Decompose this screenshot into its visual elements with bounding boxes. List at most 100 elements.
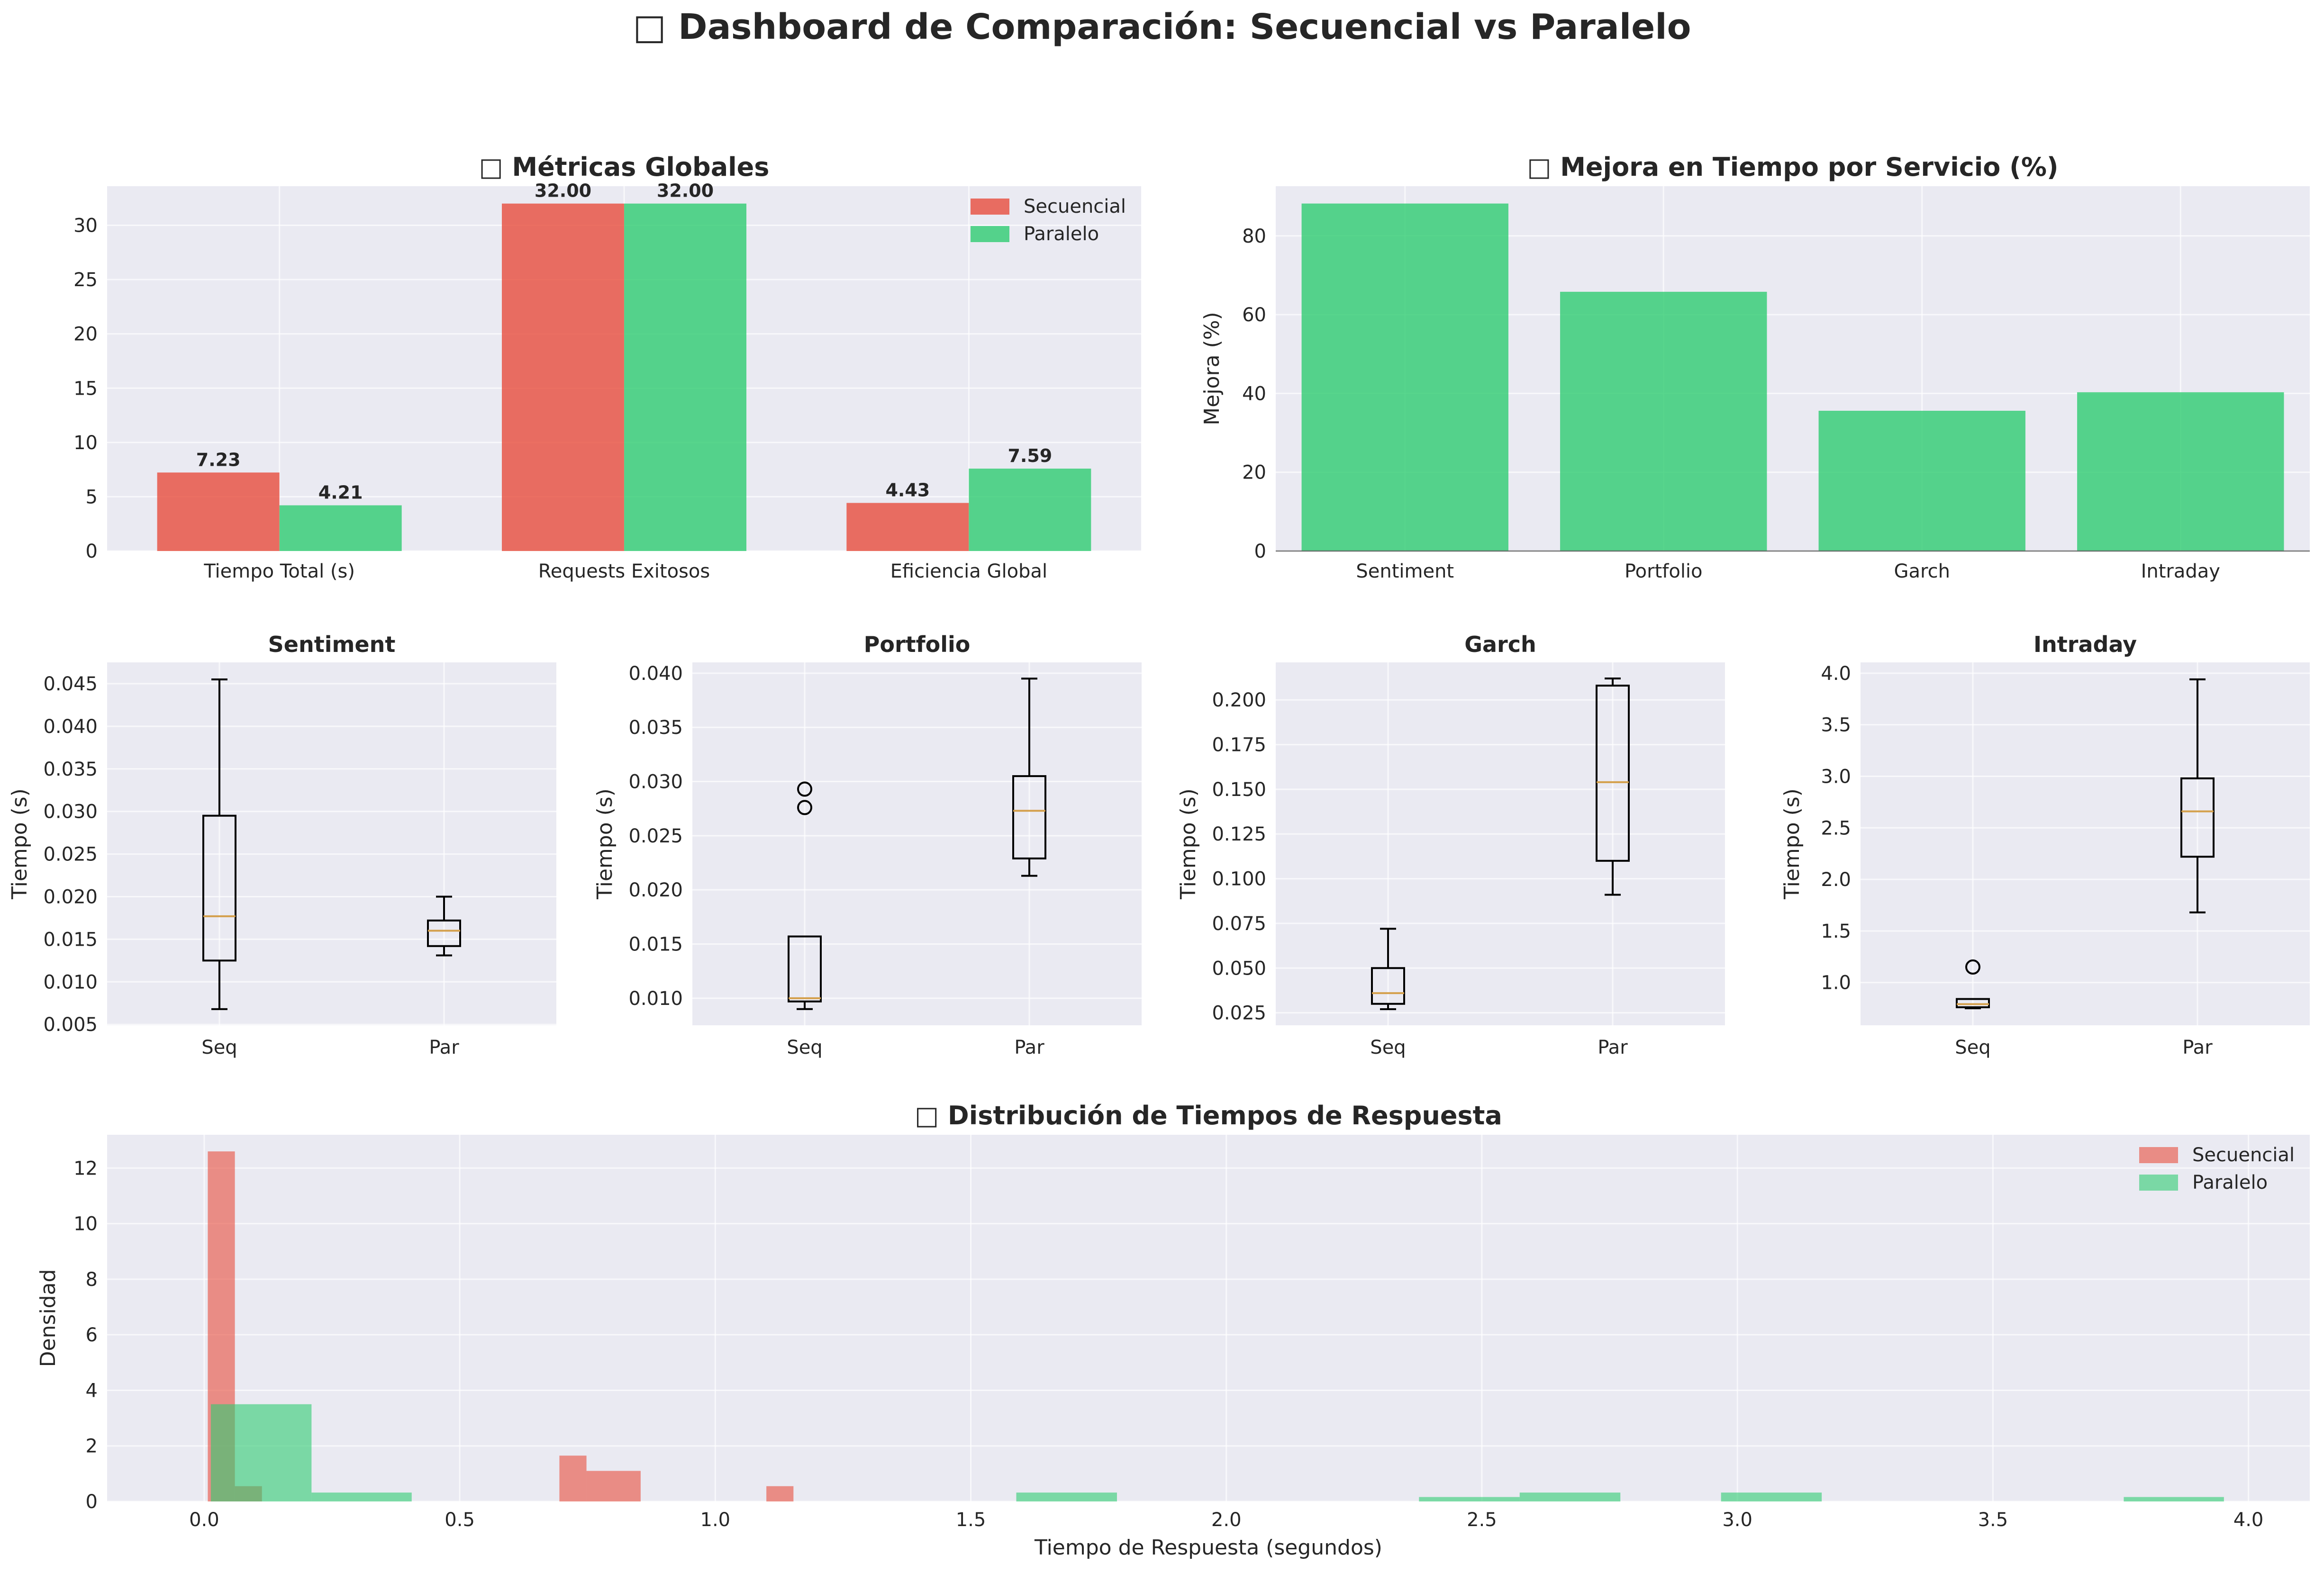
box-garch-panel: 0.025 0.050 0.075 0.100 0.125 0.150 0.175 0.200… (1176, 632, 1725, 1058)
box-sentiment-ytick-label: 0.025 (43, 844, 98, 866)
distribucion-ytick-label: 0 (86, 1491, 98, 1513)
distribucion-bin-secuencial (766, 1486, 794, 1501)
metricas-xtick-label: Eficiencia Global (890, 560, 1047, 582)
metricas-xtick-label: Tiempo Total (s) (203, 560, 355, 582)
page-title: □ Dashboard de Comparación: Secuencial v… (633, 7, 1691, 47)
box-intraday-box (1956, 998, 1990, 1008)
box-portfolio-panel: 0.010 0.015 0.020 0.025 0.030 0.035 0.040 Seq Pa… (593, 632, 1142, 1058)
box-garch-ytick-label: 0.150 (1212, 779, 1266, 801)
metricas-data-label: 4.43 (885, 479, 930, 500)
metricas-bar-secuencial (502, 203, 624, 551)
distribucion-legend-label: Paralelo (2192, 1172, 2268, 1193)
mejora-bar (1818, 410, 2025, 551)
box-portfolio-title: Portfolio (864, 632, 971, 657)
box-portfolio-outlier (797, 800, 812, 815)
box-sentiment-panel: 0.005 0.010 0.015 0.020 0.025 0.030 0.035 0.040… (8, 632, 556, 1058)
box-sentiment-ytick-label: 0.015 (43, 929, 98, 950)
box-portfolio-box (1012, 775, 1046, 859)
box-portfolio-ytick-label: 0.015 (628, 934, 683, 956)
box-intraday-ytick-label: 2.5 (1821, 817, 1851, 839)
distribucion-xlabel: Tiempo de Respuesta (segundos) (1034, 1536, 1382, 1560)
box-sentiment-plot-area (107, 662, 556, 1025)
distribucion-ylabel: Densidad (36, 1269, 60, 1367)
metricas-bar-paralelo (279, 505, 402, 551)
box-intraday-box (2180, 777, 2215, 858)
mejora-ytick-label: 0 (1254, 541, 1266, 562)
distribucion-bin-paralelo (311, 1492, 412, 1501)
mejora-ytick-label: 40 (1242, 383, 1266, 405)
metricas-data-label: 7.59 (1008, 445, 1052, 466)
box-garch-ytick-label: 0.075 (1212, 913, 1266, 935)
distribucion-legend-label: Secuencial (2192, 1144, 2295, 1166)
box-intraday-ytick-label: 3.5 (1821, 714, 1851, 736)
box-portfolio-ytick-label: 0.020 (628, 879, 683, 901)
metricas-ytick-label: 25 (73, 269, 98, 291)
box-sentiment-ytick-label: 0.005 (43, 1014, 98, 1036)
mejora-ylabel: Mejora (%) (1200, 312, 1224, 425)
box-garch-xtick-label: Par (1598, 1037, 1628, 1058)
distribucion-xtick-label: 1.0 (700, 1509, 731, 1531)
metricas-data-label: 7.23 (196, 449, 241, 470)
box-intraday-ylabel: Tiempo (s) (1780, 788, 1804, 900)
mejora-ytick-label: 60 (1242, 304, 1266, 326)
metricas-ytick-label: 30 (73, 215, 98, 237)
mejora-bar (1301, 203, 1508, 551)
metricas-legend-swatch (971, 226, 1009, 242)
box-garch-title: Garch (1464, 632, 1536, 657)
mejora-ytick-label: 20 (1242, 462, 1266, 484)
box-garch-box (1596, 685, 1630, 862)
mejora-ytick-label: 80 (1242, 226, 1266, 247)
distribucion-legend-swatch (2139, 1147, 2178, 1163)
box-sentiment-ytick-label: 0.010 (43, 971, 98, 993)
distribucion-legend-swatch (2139, 1175, 2178, 1191)
distribucion-xtick-label: 0.0 (189, 1509, 219, 1531)
box-sentiment-ytick-label: 0.030 (43, 801, 98, 823)
box-portfolio-xtick-label: Seq (787, 1037, 822, 1058)
metricas-panel: 0 5 10 15 20 25 30 7.23 4.21 Tiempo Total (s) 32.0… (73, 152, 1141, 582)
metricas-ytick-label: 20 (73, 324, 98, 345)
distribucion-bin-secuencial (586, 1471, 641, 1501)
metricas-title: □ Métricas Globales (479, 152, 770, 182)
box-intraday-ytick-label: 4.0 (1821, 663, 1851, 685)
mejora-title: □ Mejora en Tiempo por Servicio (%) (1527, 152, 2058, 182)
box-garch-ytick-label: 0.050 (1212, 958, 1266, 979)
mejora-xtick-label: Sentiment (1356, 560, 1454, 582)
box-garch-plot-area (1276, 662, 1725, 1025)
mejora-bar (1560, 291, 1767, 551)
box-garch-ytick-label: 0.200 (1212, 689, 1266, 711)
metricas-ytick-label: 5 (86, 486, 98, 508)
mejora-xtick-label: Intraday (2141, 560, 2220, 582)
distribucion-ytick-label: 12 (73, 1157, 98, 1179)
box-intraday-xtick-label: Par (2182, 1037, 2213, 1058)
box-portfolio-plot-area (692, 662, 1142, 1025)
distribucion-xtick-label: 0.5 (445, 1509, 475, 1531)
box-garch-xtick-label: Seq (1370, 1037, 1406, 1058)
distribucion-bin-secuencial (559, 1455, 587, 1501)
box-sentiment-ylabel: Tiempo (s) (8, 788, 32, 900)
distribucion-xtick-label: 2.0 (1211, 1509, 1242, 1531)
box-portfolio-ytick-label: 0.010 (628, 988, 683, 1010)
box-garch-ytick-label: 0.125 (1212, 823, 1266, 845)
box-intraday-plot-area (1861, 662, 2310, 1025)
box-sentiment-ytick-label: 0.035 (43, 759, 98, 780)
distribucion-ytick-label: 4 (86, 1380, 98, 1401)
box-intraday-ytick-label: 1.5 (1821, 921, 1851, 942)
box-intraday-panel: 1.0 1.5 2.0 2.5 3.0 3.5 4.0 Seq Par Intraday Tiemp… (1780, 632, 2310, 1058)
distribucion-bin-paralelo (210, 1404, 312, 1501)
box-portfolio-xtick-label: Par (1014, 1037, 1044, 1058)
box-sentiment-box (427, 919, 461, 947)
metricas-legend-label: Paralelo (1024, 223, 1099, 245)
distribucion-ytick-label: 10 (73, 1213, 98, 1235)
box-intraday-outlier (1965, 959, 1980, 975)
mejora-bar (2077, 392, 2284, 551)
distribucion-plot-area (107, 1135, 2310, 1501)
box-intraday-ytick-label: 1.0 (1821, 972, 1851, 994)
metricas-legend-label: Secuencial (1024, 196, 1126, 217)
metricas-bar-secuencial (846, 503, 969, 551)
box-portfolio-ylabel: Tiempo (s) (593, 788, 617, 900)
metricas-data-label: 4.21 (318, 482, 363, 503)
distribucion-title: □ Distribución de Tiempos de Respuesta (915, 1101, 1502, 1130)
box-portfolio-ytick-label: 0.040 (628, 663, 683, 685)
box-sentiment-box (202, 814, 236, 962)
